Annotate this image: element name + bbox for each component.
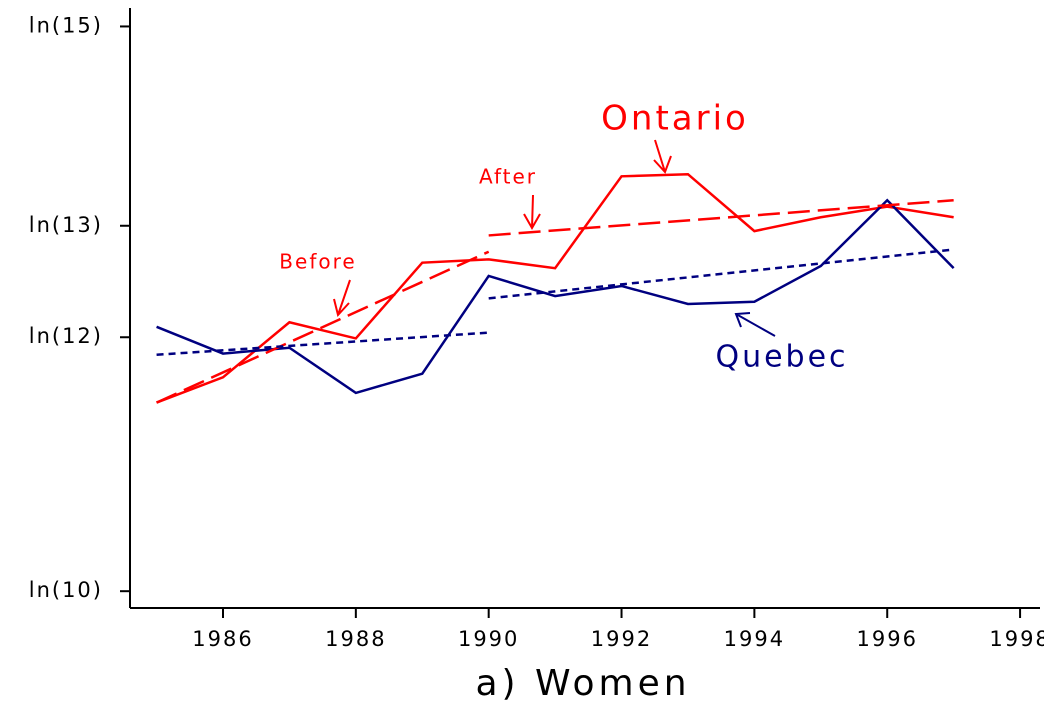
series-line bbox=[156, 198, 955, 395]
series-line bbox=[488, 248, 954, 300]
x-tick-label: 1986 bbox=[192, 627, 253, 651]
y-tick-label: ln(15) bbox=[29, 13, 103, 37]
annotation: After bbox=[479, 165, 537, 189]
series-line bbox=[156, 331, 489, 357]
x-tick-label: 1998 bbox=[989, 627, 1044, 651]
annotation: Quebec bbox=[715, 340, 848, 375]
series-line bbox=[488, 199, 954, 237]
arrows bbox=[333, 139, 776, 337]
series-line bbox=[156, 172, 954, 404]
series-line bbox=[156, 250, 490, 404]
arrow bbox=[653, 139, 672, 174]
x-tick-label: 1990 bbox=[458, 627, 519, 651]
x-axis-label: a) Women bbox=[475, 663, 690, 704]
x-tick-label: 1996 bbox=[856, 627, 917, 651]
arrow bbox=[523, 194, 541, 231]
annotation: Ontario bbox=[601, 99, 749, 139]
y-tick-label: ln(13) bbox=[29, 213, 103, 237]
y-tick-label: ln(10) bbox=[29, 578, 103, 602]
x-tick-label: 1988 bbox=[325, 627, 386, 651]
annotation: Before bbox=[279, 250, 356, 274]
arrow bbox=[734, 312, 776, 337]
x-tick-label: 1992 bbox=[591, 627, 652, 651]
arrow bbox=[333, 279, 351, 318]
x-tick-label: 1994 bbox=[724, 627, 785, 651]
y-tick-label: ln(12) bbox=[29, 324, 103, 348]
axes bbox=[129, 8, 1040, 609]
